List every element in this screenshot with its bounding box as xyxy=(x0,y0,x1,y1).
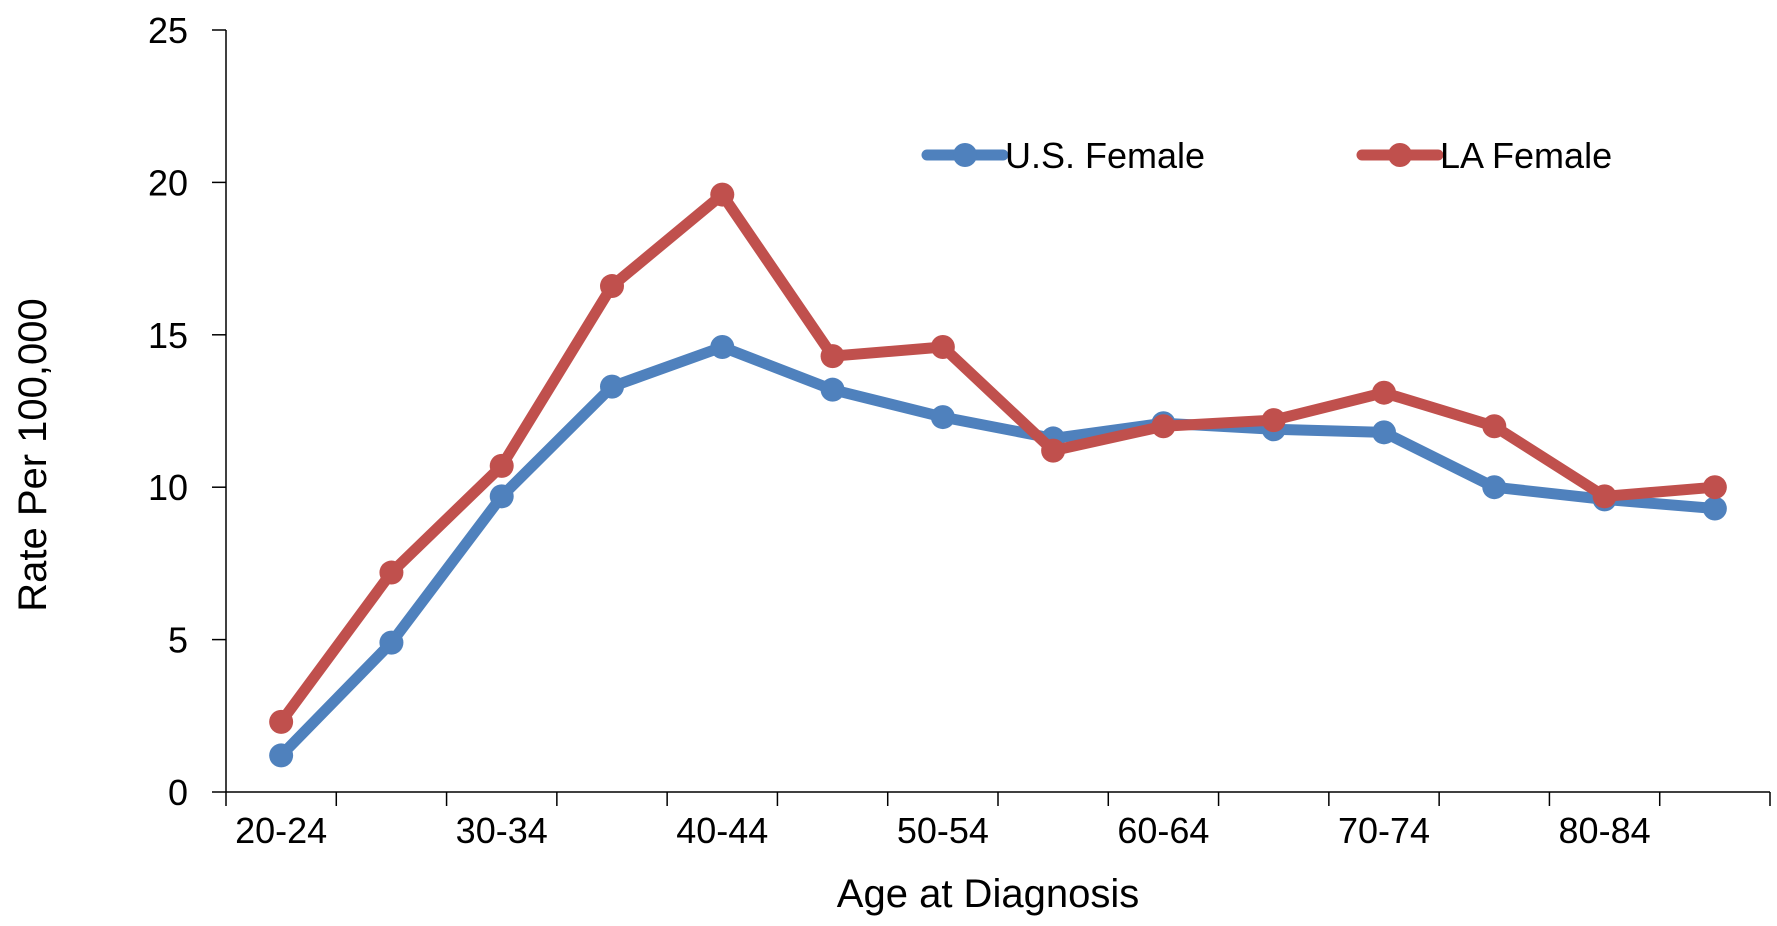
x-tick-label: 40-44 xyxy=(676,810,768,851)
data-point-la-female xyxy=(1372,380,1396,405)
data-point-la-female xyxy=(710,182,735,207)
data-point-u-s-female xyxy=(710,334,735,359)
legend-entry-la-female: LA Female xyxy=(1356,135,1612,176)
data-point-la-female xyxy=(600,274,624,299)
data-point-la-female xyxy=(1482,414,1507,439)
data-point-u-s-female xyxy=(600,374,624,399)
y-axis-title: Rate Per 100,000 xyxy=(11,298,55,612)
legend: U.S. Female LA Female xyxy=(921,135,1612,176)
x-axis-title: Age at Diagnosis xyxy=(837,872,1139,916)
x-tick-label: 80-84 xyxy=(1559,810,1651,851)
ticks: 0 5 10 15 20 25 20-24 30-34 40-44 50-54 60-64 70-74… xyxy=(148,10,1771,851)
data-point-la-female xyxy=(1592,484,1617,509)
y-tick-label: 15 xyxy=(148,315,188,356)
data-point-la-female xyxy=(489,453,514,478)
x-tick-label: 60-64 xyxy=(1117,810,1209,851)
x-tick-label: 30-34 xyxy=(456,810,548,851)
y-tick-label: 5 xyxy=(168,620,188,661)
data-point-u-s-female xyxy=(379,630,404,655)
y-tick-label: 20 xyxy=(148,162,188,203)
data-point-u-s-female xyxy=(269,743,294,768)
data-point-la-female xyxy=(1151,414,1176,439)
legend-marker-la-female xyxy=(1388,143,1412,167)
series-layer xyxy=(269,182,1727,768)
data-point-u-s-female xyxy=(930,405,955,430)
data-point-u-s-female xyxy=(1482,475,1507,500)
series-line-la-female xyxy=(275,189,1721,728)
series-line-u-s-female xyxy=(275,341,1721,761)
x-tick-label: 50-54 xyxy=(897,810,989,851)
y-tick-label: 25 xyxy=(148,10,188,51)
y-tick-label: 10 xyxy=(148,467,188,508)
x-tick-label: 70-74 xyxy=(1338,810,1430,851)
data-point-la-female xyxy=(1041,438,1066,463)
data-point-u-s-female xyxy=(1372,420,1396,445)
data-point-la-female xyxy=(379,560,404,585)
data-point-la-female xyxy=(269,709,294,734)
legend-entry-u-s-female: U.S. Female xyxy=(921,135,1205,176)
data-point-la-female xyxy=(1702,475,1727,500)
y-tick-label: 0 xyxy=(168,772,188,813)
data-point-u-s-female xyxy=(1702,496,1727,521)
data-point-la-female xyxy=(820,344,845,369)
x-tick-label: 20-24 xyxy=(235,810,327,851)
series-la-female xyxy=(269,182,1727,734)
data-point-u-s-female xyxy=(820,377,845,402)
data-point-la-female xyxy=(1261,408,1286,433)
legend-label-u-s-female: U.S. Female xyxy=(1005,135,1205,176)
data-point-la-female xyxy=(930,334,955,359)
legend-marker-u-s-female xyxy=(953,143,977,167)
data-point-u-s-female xyxy=(489,484,514,509)
legend-label-la-female: LA Female xyxy=(1440,135,1612,176)
